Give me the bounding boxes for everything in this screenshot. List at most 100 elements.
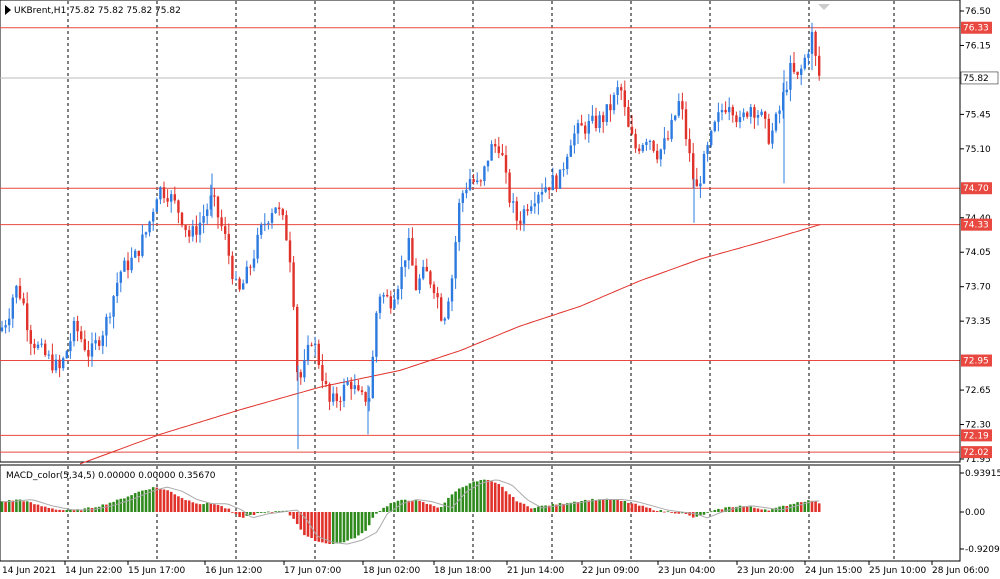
candle-body: [368, 398, 371, 402]
candle-body: [756, 114, 760, 118]
candle-body: [44, 343, 47, 355]
candle-body: [695, 179, 698, 187]
candle-body: [47, 354, 50, 356]
macd-bar: [22, 501, 25, 512]
candle-body: [15, 285, 18, 298]
macd-bar: [249, 512, 252, 515]
macd-bar: [796, 502, 799, 512]
price-tick-label: 76.15: [965, 41, 991, 51]
macd-bar: [105, 504, 108, 512]
candle-body: [634, 133, 637, 149]
candle-body: [656, 150, 659, 160]
candle-body: [180, 212, 184, 226]
macd-bar: [493, 482, 497, 512]
candle-body: [602, 115, 605, 122]
macd-bar: [580, 500, 583, 512]
price-tick-label: 71.95: [965, 455, 991, 465]
macd-bar: [421, 502, 425, 512]
macd-bar: [371, 512, 375, 518]
time-label: 21 Jun 14:00: [507, 566, 564, 576]
candle-body: [83, 339, 86, 351]
candle-body: [706, 145, 709, 154]
candle-body: [576, 123, 580, 134]
macd-bar: [486, 479, 490, 512]
time-axis[interactable]: 14 Jun 2021 14 Jun 22:00 15 Jun 17:00 16 Ju…: [2, 561, 989, 576]
macd-panel[interactable]: MACD_color(5,34,5) 0.00000 0.00000 0.356…: [0, 464, 961, 562]
macd-bar: [79, 510, 83, 512]
candle-body: [551, 175, 554, 191]
macd-bar: [425, 503, 429, 512]
time-label: 23 Jun 04:00: [658, 566, 715, 576]
macd-bar: [634, 503, 637, 512]
macd-bar: [231, 511, 234, 513]
candle-body: [101, 335, 104, 346]
candle-body: [753, 107, 756, 118]
candle-body: [440, 297, 443, 321]
price-tick-label: 74.05: [965, 248, 991, 258]
macd-bar: [11, 500, 15, 512]
macd-bar: [745, 506, 749, 512]
macd-bar: [310, 512, 313, 539]
candle-body: [699, 183, 702, 187]
candle-body: [555, 175, 558, 189]
macd-bar: [699, 512, 702, 516]
candle-body: [504, 155, 508, 173]
shift-arrow-icon[interactable]: [818, 4, 830, 10]
macd-bar: [688, 512, 691, 516]
time-label: 14 Jun 22:00: [65, 566, 122, 576]
candle-body: [252, 258, 256, 268]
macd-bar: [475, 481, 479, 512]
candle-body: [116, 282, 119, 297]
candle-body: [623, 90, 626, 107]
candle-body: [339, 401, 342, 403]
candle-body: [638, 148, 641, 152]
macd-bar: [731, 507, 735, 512]
collapse-triangle-icon[interactable]: [5, 5, 11, 15]
candle-body: [558, 169, 562, 189]
candle-body: [148, 221, 151, 233]
candle-body: [270, 213, 274, 223]
macd-bar: [346, 512, 349, 541]
moving-average-line: [79, 224, 821, 465]
candle-body: [112, 296, 115, 317]
candle-body: [731, 107, 734, 116]
price-panel[interactable]: UKBrent,H1 75.82 75.82 75.82 75.82: [0, 0, 961, 465]
candle-body: [497, 146, 500, 154]
level-tag-bg: [961, 182, 992, 195]
macd-bar: [295, 512, 299, 525]
macd-bar: [616, 499, 619, 512]
candle-body: [173, 194, 176, 201]
macd-bar: [137, 491, 141, 512]
candle-body: [803, 57, 806, 69]
macd-bar: [526, 506, 529, 512]
price-tick-label: 72.65: [965, 386, 991, 396]
candle-body: [342, 384, 346, 402]
macd-bar: [238, 512, 241, 518]
candle-body: [76, 320, 79, 332]
macd-bar: [0, 501, 4, 512]
macd-bar: [313, 512, 317, 541]
candle-body: [378, 296, 382, 313]
macd-bar: [148, 489, 151, 512]
candle-body: [393, 299, 396, 309]
candle-body: [720, 109, 724, 113]
candle-body: [512, 201, 515, 203]
macd-bar: [540, 505, 544, 512]
candle-body: [29, 330, 32, 344]
macd-bar: [648, 507, 652, 512]
macd-bar: [576, 502, 580, 512]
candle-body: [220, 217, 223, 227]
candle-body: [90, 343, 94, 357]
macd-bar: [411, 501, 414, 512]
macd-bar: [587, 500, 591, 512]
time-label: 22 Jun 09:00: [582, 566, 639, 576]
macd-bar: [324, 512, 328, 544]
candle-body: [231, 255, 234, 280]
macd-bar: [331, 512, 335, 544]
macd-tick-label: 0.93915: [965, 469, 1000, 479]
macd-bar: [763, 509, 767, 512]
candle-body: [692, 153, 695, 180]
